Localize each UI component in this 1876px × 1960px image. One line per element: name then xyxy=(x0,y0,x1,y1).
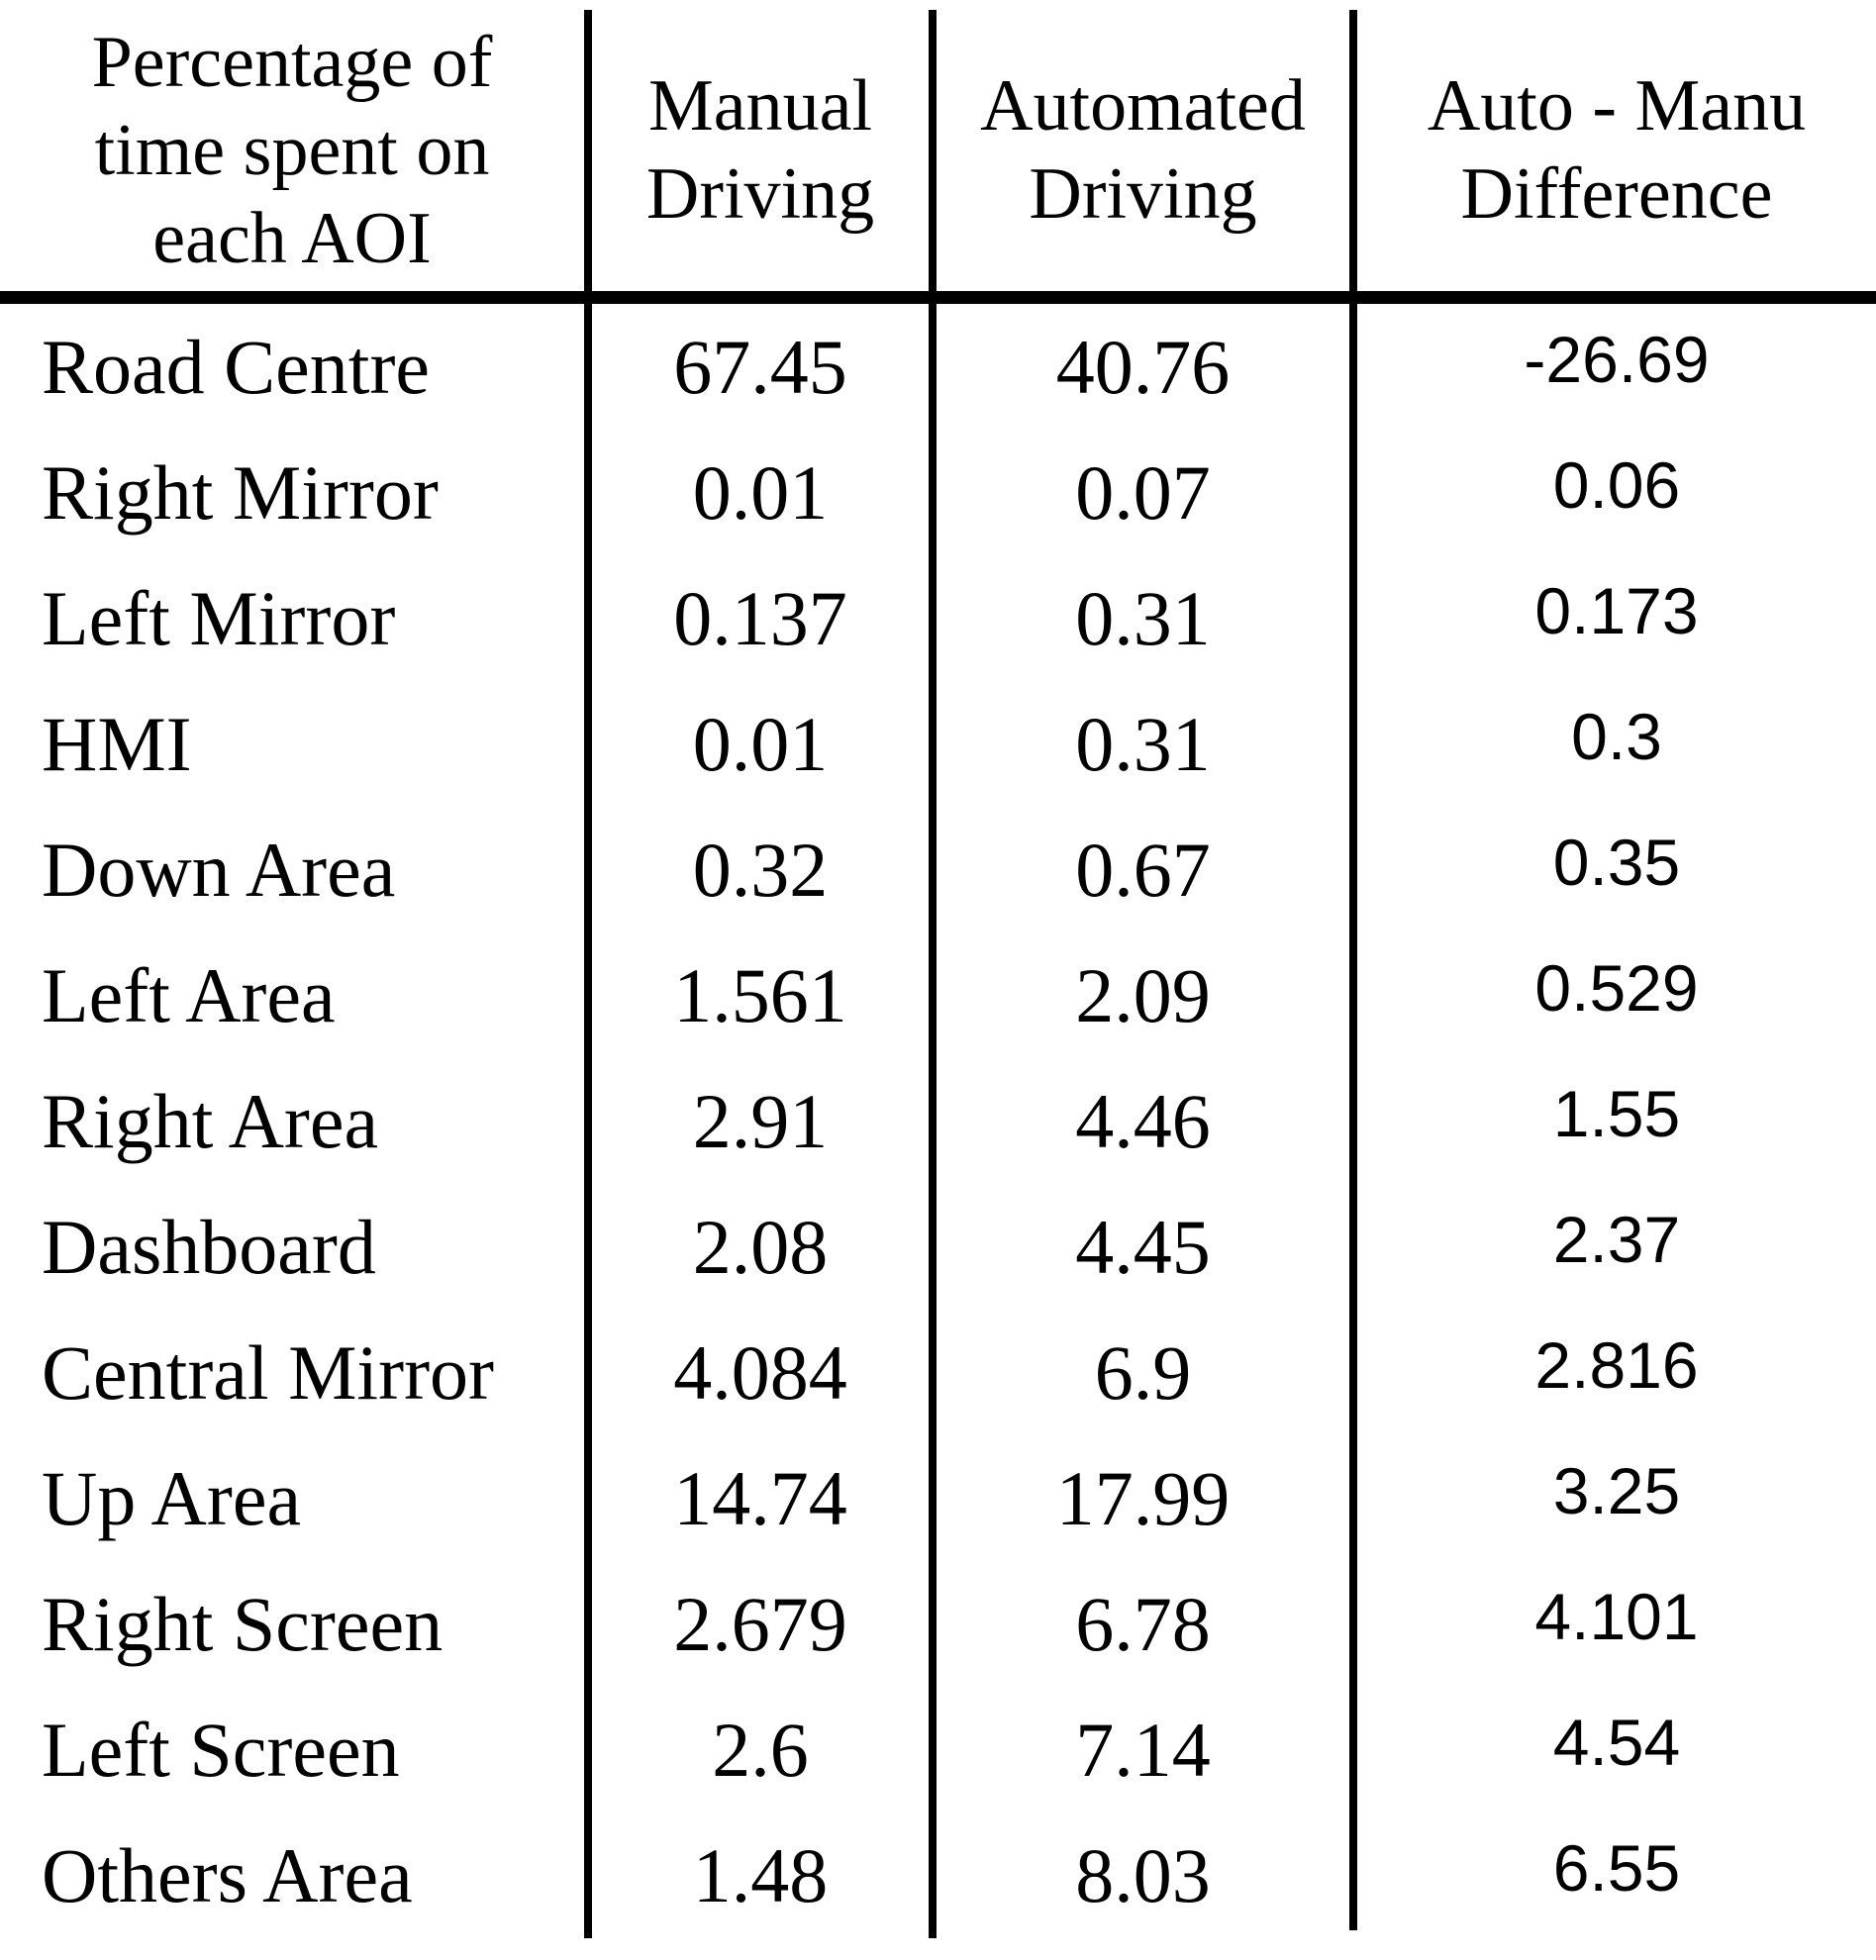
automated-value: 6.78 xyxy=(929,1561,1349,1687)
manual-value: 2.679 xyxy=(584,1561,929,1687)
manual-value: 1.48 xyxy=(584,1813,929,1938)
difference-value: 2.37 xyxy=(1349,1176,1876,1302)
automated-value: 8.03 xyxy=(929,1813,1349,1938)
header-aoi-line1: Percentage of xyxy=(91,21,493,103)
difference-value: 2.816 xyxy=(1349,1302,1876,1427)
difference-value: 0.35 xyxy=(1349,799,1876,925)
aoi-label: Right Mirror xyxy=(42,448,439,536)
automated-value: 17.99 xyxy=(929,1435,1349,1561)
header-manual-line2: Driving xyxy=(645,153,875,235)
aoi-label: Left Area xyxy=(42,951,336,1038)
difference-value: 1.55 xyxy=(1349,1050,1876,1176)
header-aoi-column: Percentage of time spent on each AOI xyxy=(0,10,584,304)
automated-value: 40.76 xyxy=(929,304,1349,430)
manual-value: 0.01 xyxy=(584,681,929,807)
header-difference-line2: Difference xyxy=(1460,153,1773,235)
difference-value: -26.69 xyxy=(1349,296,1876,422)
header-difference-line1: Auto - Manu xyxy=(1427,65,1807,147)
header-aoi-line3: each AOI xyxy=(152,197,432,279)
header-automated-driving: Automated Driving xyxy=(929,10,1349,304)
automated-value: 0.07 xyxy=(929,430,1349,555)
automated-value: 0.67 xyxy=(929,807,1349,932)
table: Percentage of time spent on each AOI Man… xyxy=(0,10,1876,1938)
automated-value: 0.31 xyxy=(929,681,1349,807)
automated-value: 7.14 xyxy=(929,1687,1349,1813)
difference-value: 0.529 xyxy=(1349,925,1876,1050)
aoi-label: Dashboard xyxy=(42,1203,376,1290)
manual-value: 67.45 xyxy=(584,304,929,430)
aoi-label: Road Centre xyxy=(42,323,431,410)
automated-value: 0.31 xyxy=(929,555,1349,681)
header-aoi-line2: time spent on xyxy=(94,109,490,191)
aoi-label: Left Screen xyxy=(42,1706,400,1793)
difference-value: 0.06 xyxy=(1349,422,1876,547)
manual-value: 2.91 xyxy=(584,1058,929,1184)
manual-value: 2.6 xyxy=(584,1687,929,1813)
automated-value: 6.9 xyxy=(929,1310,1349,1435)
aoi-label: Left Mirror xyxy=(42,574,396,661)
manual-value: 14.74 xyxy=(584,1435,929,1561)
manual-value: 1.561 xyxy=(584,932,929,1058)
manual-value: 0.01 xyxy=(584,430,929,555)
aoi-label: Up Area xyxy=(42,1454,302,1541)
manual-value: 0.137 xyxy=(584,555,929,681)
automated-value: 4.45 xyxy=(929,1184,1349,1310)
aoi-label: Central Mirror xyxy=(42,1328,495,1416)
difference-value: 4.54 xyxy=(1349,1679,1876,1805)
aoi-label: Right Screen xyxy=(42,1580,444,1667)
manual-value: 4.084 xyxy=(584,1310,929,1435)
header-manual-driving: Manual Driving xyxy=(584,10,929,304)
aoi-label: HMI xyxy=(42,700,192,787)
manual-value: 2.08 xyxy=(584,1184,929,1310)
automated-value: 2.09 xyxy=(929,932,1349,1058)
aoi-label: Right Area xyxy=(42,1077,379,1164)
header-automated-line1: Automated xyxy=(980,65,1306,147)
difference-value: 0.173 xyxy=(1349,547,1876,673)
header-automated-line2: Driving xyxy=(1029,153,1257,235)
difference-value: 6.55 xyxy=(1349,1805,1876,1930)
header-auto-manu-difference: Auto - Manu Difference xyxy=(1349,10,1876,304)
difference-value: 4.101 xyxy=(1349,1553,1876,1679)
automated-value: 4.46 xyxy=(929,1058,1349,1184)
aoi-label: Others Area xyxy=(42,1831,413,1918)
difference-value: 3.25 xyxy=(1349,1427,1876,1553)
header-manual-line1: Manual xyxy=(647,65,873,147)
manual-value: 0.32 xyxy=(584,807,929,932)
difference-value: 0.3 xyxy=(1349,673,1876,799)
aoi-label: Down Area xyxy=(42,826,396,913)
